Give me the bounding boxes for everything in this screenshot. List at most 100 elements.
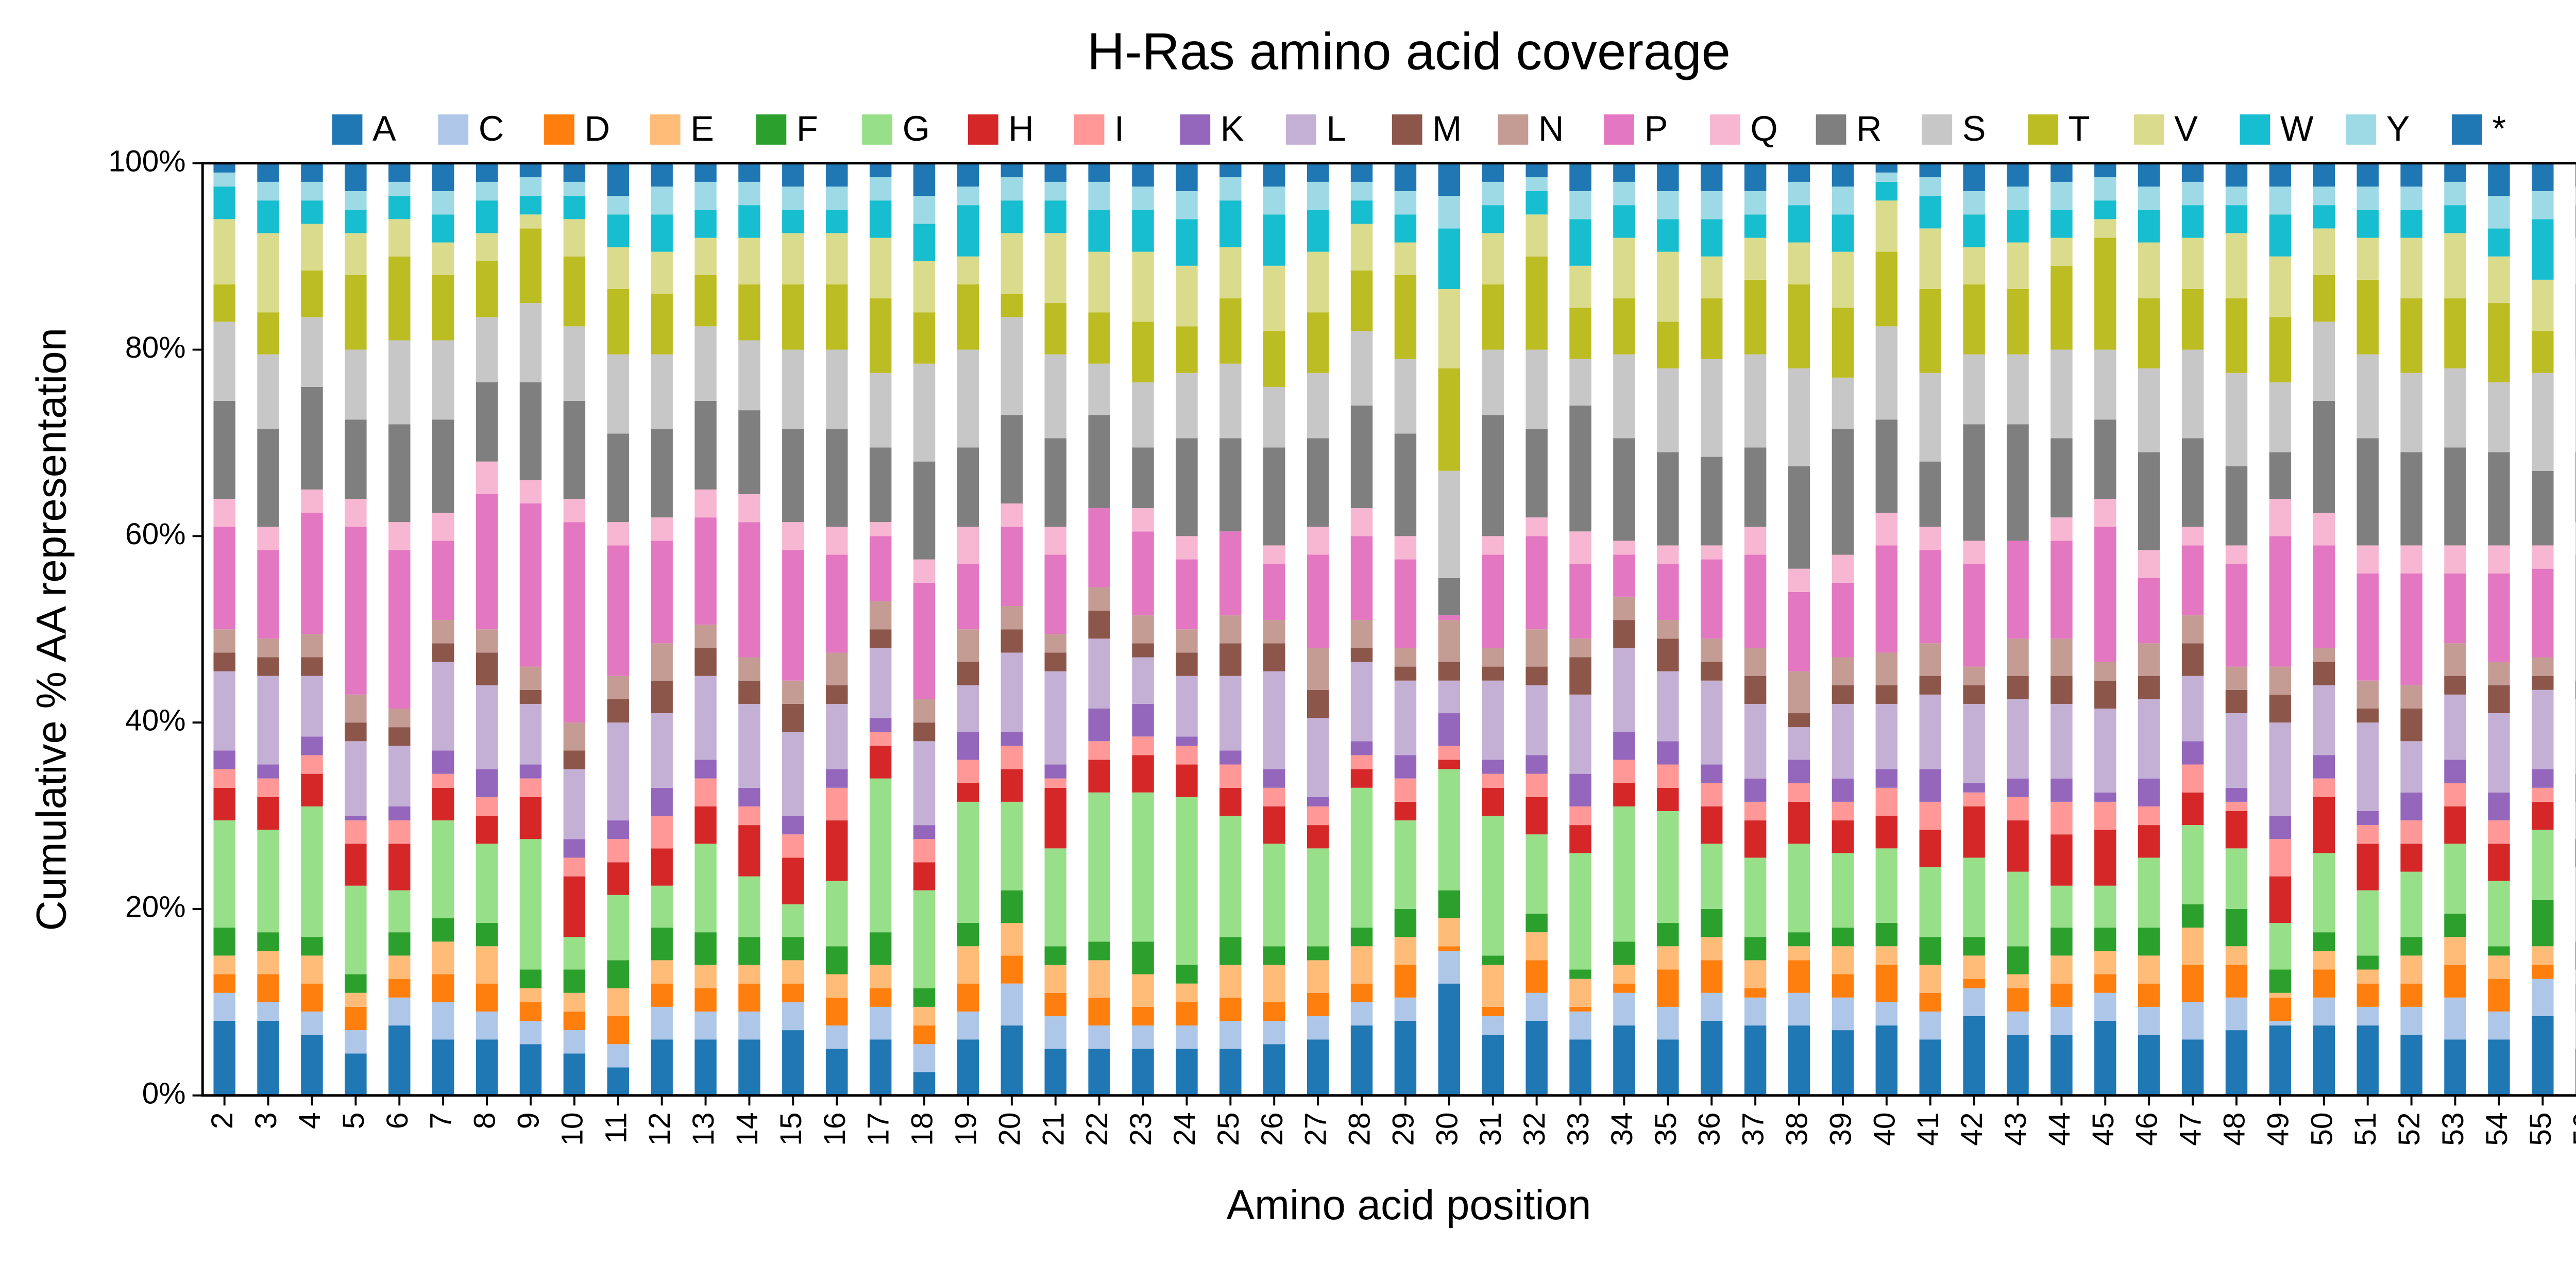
x-tick-label: 6 (381, 1112, 414, 1129)
bar-segment (2050, 955, 2073, 984)
bar-segment (213, 787, 235, 821)
bar-segment (2050, 834, 2073, 886)
bar-segment (1875, 685, 1898, 704)
bar-segment (388, 820, 411, 844)
bar-segment (1044, 233, 1066, 304)
bar-segment (2094, 349, 2116, 420)
legend-label: Y (2386, 109, 2410, 148)
bar-segment (563, 1053, 586, 1096)
bar-segment (1875, 965, 1898, 1002)
bar-segment (1744, 801, 1767, 821)
bar-segment (1613, 181, 1635, 206)
bar-segment (1394, 214, 1417, 243)
bar-segment (738, 163, 760, 182)
bar-segment (2094, 200, 2116, 220)
bar-segment (1875, 163, 1898, 173)
bar-segment (826, 974, 848, 998)
legend-swatch (2028, 114, 2058, 145)
bar-segment (2313, 932, 2335, 951)
bar-segment (345, 992, 367, 1007)
bar-segment (694, 1011, 717, 1040)
legend-label: * (2492, 109, 2506, 148)
bar-segment (2532, 470, 2554, 546)
bar-segment (1350, 787, 1373, 928)
bar-segment (2357, 983, 2379, 1007)
bar-segment (432, 773, 454, 788)
bar-segment (2007, 242, 2029, 289)
bar-segment (1132, 322, 1154, 382)
bar-segment (2313, 545, 2335, 648)
bar-segment (1394, 648, 1417, 667)
bar-segment (2575, 638, 2576, 681)
bar-segment (476, 461, 498, 494)
bar-segment (1044, 354, 1066, 439)
bar-segment (432, 513, 454, 541)
bar-segment (2138, 857, 2160, 928)
bar-segment (2138, 298, 2160, 368)
bar-segment (1001, 200, 1023, 233)
bar-segment (1176, 1049, 1198, 1096)
bar-segment (1569, 773, 1591, 806)
bar-segment (1132, 531, 1154, 616)
bar-segment (1350, 620, 1373, 648)
bar-segment (1350, 508, 1373, 536)
legend-label: P (1645, 109, 1668, 148)
bar-segment (782, 210, 804, 233)
bar-segment (1219, 531, 1242, 616)
bar-segment (2444, 573, 2466, 644)
bar-segment (1088, 638, 1110, 709)
bar-segment (1482, 955, 1504, 965)
bar-segment (826, 820, 848, 881)
x-tick-label: 44 (2043, 1112, 2076, 1146)
legend-swatch (1709, 114, 1740, 145)
bar-segment (1394, 680, 1417, 755)
bar-segment (1657, 545, 1679, 564)
bar-segment (2138, 983, 2160, 1007)
bar-segment (2007, 974, 2029, 988)
bar-segment (913, 1044, 936, 1072)
bar-segment (1394, 359, 1417, 434)
bar-segment (388, 727, 411, 746)
bar-segment (1044, 778, 1066, 788)
bar-segment (1263, 447, 1285, 546)
bar-segment (1788, 163, 1810, 182)
bar-segment (782, 703, 804, 732)
bar-segment (2532, 769, 2554, 788)
bar-segment (1394, 997, 1417, 1021)
bar-segment (2007, 699, 2029, 779)
bar-segment (2532, 965, 2554, 979)
bar-segment (1788, 783, 1810, 802)
bar-segment (2007, 186, 2029, 210)
bar-segment (1088, 741, 1110, 760)
bar-segment (1613, 760, 1635, 783)
bar-segment (301, 736, 323, 755)
bar-segment (2575, 205, 2576, 238)
bar-segment (1482, 965, 1504, 1007)
bar-segment (1875, 703, 1898, 769)
legend-label: R (1856, 109, 1882, 148)
bar-segment (432, 620, 454, 644)
bar-segment (651, 960, 673, 984)
bar-segment (782, 983, 804, 1002)
legend-label: C (479, 109, 504, 148)
bar-segment (1176, 1002, 1198, 1026)
bar-segment (1613, 648, 1635, 732)
bar-segment (2269, 256, 2292, 317)
bar-segment (1001, 1025, 1023, 1096)
bar-segment (1176, 438, 1198, 536)
bar-segment (1832, 685, 1854, 704)
bar-segment (1832, 974, 1854, 998)
bar-segment (2050, 265, 2073, 350)
bar-segment (1088, 708, 1110, 742)
bar-segment (1219, 615, 1242, 644)
bar-segment (1832, 853, 1854, 928)
bar-segment (2400, 708, 2422, 742)
bar-segment (388, 955, 411, 979)
bar-segment (1744, 988, 1767, 998)
plot-frame (201, 162, 2576, 1097)
bar-segment (782, 904, 804, 937)
bar-segment (2575, 522, 2576, 555)
bar-segment (2269, 694, 2292, 723)
bar-segment (1613, 992, 1635, 1026)
bar-segment (2532, 568, 2554, 658)
